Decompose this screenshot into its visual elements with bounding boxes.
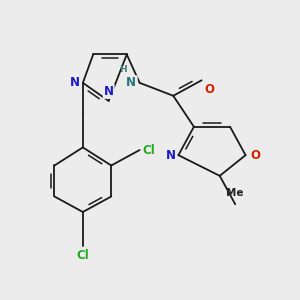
Text: Me: Me [226,188,244,198]
Text: O: O [205,83,214,96]
Text: Cl: Cl [143,143,155,157]
Text: H: H [119,65,127,74]
Text: N: N [165,149,176,162]
Text: N: N [104,85,114,98]
Text: N: N [70,76,80,89]
Text: Cl: Cl [76,248,89,262]
Text: N: N [126,76,136,89]
Text: N: N [127,76,137,89]
Text: O: O [250,149,260,162]
